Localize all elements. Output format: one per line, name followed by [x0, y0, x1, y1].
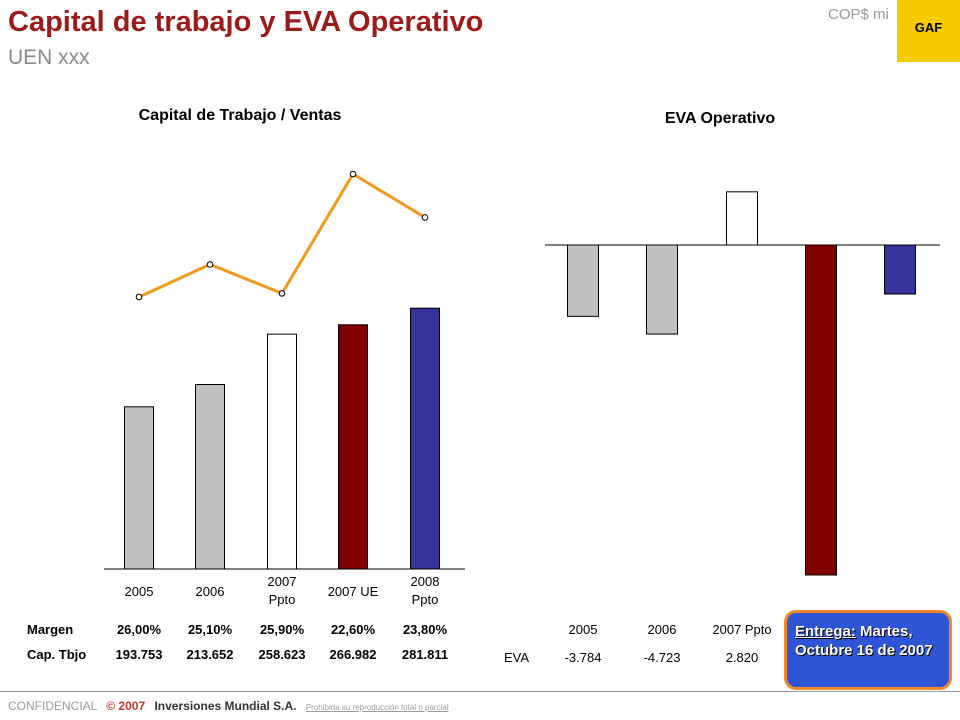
table-cell: 193.753 — [116, 647, 163, 662]
table-column-header: 2006 — [648, 622, 677, 637]
footer-company: Inversiones Mundial S.A. — [154, 699, 297, 713]
table-column-header: 2005 — [569, 622, 598, 637]
delivery-note-text: Entrega: Martes, Octubre 16 de 2007 — [795, 622, 947, 660]
margin-line-group — [135, 170, 429, 301]
bar-2007-ppto — [726, 191, 758, 246]
table-cell: 25,90% — [260, 622, 305, 637]
bar-2005 — [124, 406, 154, 570]
chart-title: Capital de Trabajo / Ventas — [139, 107, 342, 124]
category-label: 2005 — [125, 584, 154, 599]
margin-point — [349, 170, 357, 178]
bar-2008-ppto — [410, 307, 440, 570]
table-cell: 266.982 — [330, 647, 377, 662]
table-cell: 213.652 — [187, 647, 234, 662]
data-table: Margen 26,00% 25,10% 25,90% 22,60% 23,80% Cap.… — [27, 622, 448, 662]
category-label: Ppto — [412, 592, 439, 607]
margin-point — [135, 293, 143, 301]
bar-2005 — [567, 244, 599, 317]
bar-2006 — [646, 244, 678, 335]
table-cell: 26,00% — [117, 622, 162, 637]
table-cell: -3.784 — [565, 650, 602, 665]
category-label: 2008 — [411, 574, 440, 589]
units-label: COP$ mi — [828, 6, 889, 23]
table-cell: 258.623 — [259, 647, 306, 662]
footer-divider — [0, 691, 960, 692]
delivery-note-label: Entrega: — [795, 623, 856, 640]
delivery-note-date: Martes, Octubre 16 de 2007 — [795, 623, 933, 659]
page-title: Capital de trabajo y EVA Operativo — [8, 6, 484, 38]
table-cell: 2.820 — [726, 650, 759, 665]
chart-title: EVA Operativo — [665, 110, 775, 127]
table-cell: 22,60% — [331, 622, 376, 637]
table-row-label: EVA — [504, 650, 529, 665]
data-table: 2005 2006 2007 Ppto EVA -3.784 -4.723 2.820 — [504, 622, 772, 665]
category-label: 2007 UE — [328, 584, 379, 599]
margin-point — [206, 261, 214, 268]
margin-point — [421, 214, 429, 221]
category-labels: 2005 2006 2007 Ppto 2007 UE 2008 Ppto — [125, 574, 440, 607]
bar-2007-ue — [805, 244, 837, 576]
page-subtitle: UEN xxx — [8, 46, 90, 69]
margin-point — [278, 290, 286, 297]
table-row-label: Margen — [27, 622, 73, 637]
bar-2006 — [195, 384, 225, 570]
table-cell: 281.811 — [402, 647, 448, 662]
bar-group — [124, 307, 440, 570]
delivery-note: Entrega: Martes, Octubre 16 de 2007 — [784, 610, 952, 690]
category-label: 2007 — [268, 574, 297, 589]
category-label: 2006 — [196, 584, 225, 599]
eva-operativo-chart: EVA Operativo 2005 2006 2007 Ppto EVA -3.784… — [504, 110, 940, 665]
gaf-badge: GAF — [897, 0, 960, 62]
footer-confidential: CONFIDENCIAL — [8, 699, 97, 713]
gaf-badge-label: GAF — [914, 20, 943, 35]
bar-2007-ue — [338, 324, 368, 570]
margin-line — [138, 171, 426, 299]
footer-legal-link[interactable]: Prohibida su reproducción total o parcia… — [305, 703, 449, 712]
footer: CONFIDENCIAL © 2007 Inversiones Mundial … — [8, 699, 449, 713]
footer-copyright: © 2007 — [106, 699, 146, 713]
bar-2008-ppto — [884, 244, 916, 295]
table-row-label: Cap. Tbjo — [27, 647, 86, 662]
capital-trabajo-chart: Capital de Trabajo / Ventas 2005 2006 2007… — [27, 107, 465, 662]
category-label: Ppto — [269, 592, 296, 607]
table-cell: -4.723 — [644, 650, 681, 665]
table-column-header: 2007 Ppto — [712, 622, 771, 637]
bar-2007-ppto — [267, 333, 297, 570]
table-cell: 25,10% — [188, 622, 233, 637]
bar-group — [567, 191, 916, 576]
table-cell: 23,80% — [403, 622, 448, 637]
